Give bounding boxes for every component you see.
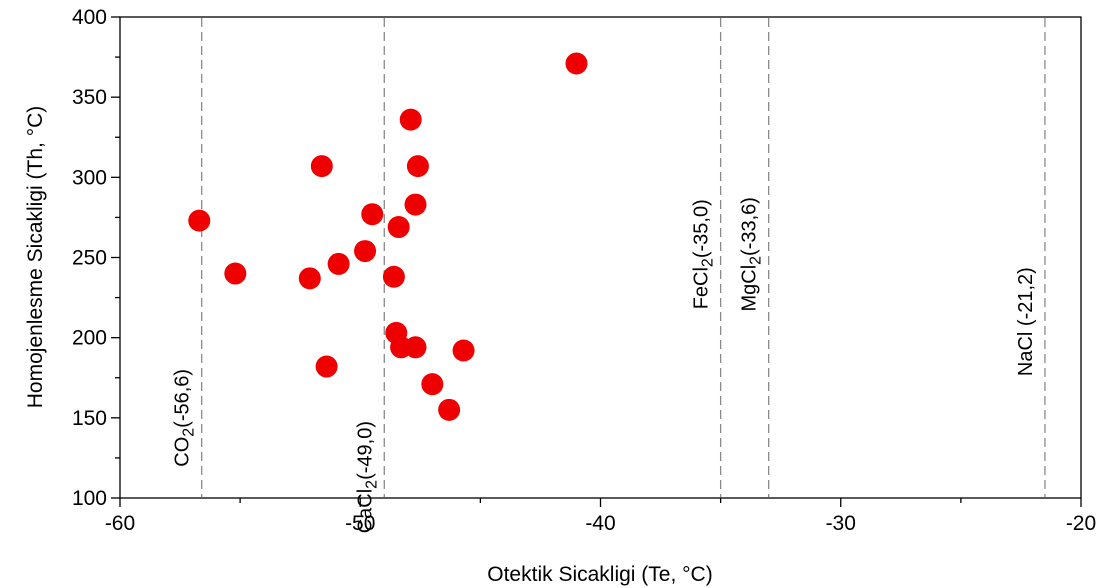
x-tick-label: -30 [826, 512, 856, 535]
reference-label-value: (-35,0) [691, 199, 713, 258]
data-point [310, 155, 333, 178]
x-tick-label: -20 [1066, 512, 1096, 535]
reference-label-main: NaCl (-21,2) [1015, 267, 1037, 376]
y-tick-label: 300 [72, 166, 107, 189]
reference-label-value: (-33,6) [739, 197, 761, 256]
data-point [565, 52, 588, 75]
x-axis: -60 -50 -40 -30 -20 [105, 498, 1096, 535]
x-tick-label: -60 [105, 512, 135, 535]
reference-lines [201, 18, 1046, 497]
y-axis-title: Homojenlesme Sicakligi (Th, °C) [24, 106, 47, 408]
data-point [382, 265, 405, 288]
reference-line-label: CO2(-56,6) [172, 369, 198, 467]
data-points [188, 52, 588, 421]
data-point [315, 355, 338, 378]
x-axis-title: Otektik Sicakligi (Te, °C) [487, 563, 712, 586]
data-point [404, 193, 427, 216]
reference-label-value: (-49,0) [354, 421, 376, 480]
y-tick-label: 150 [72, 407, 107, 430]
reference-label-main: MgCl [739, 265, 761, 312]
plot-frame [119, 16, 1082, 499]
reference-label-subscript: 2 [181, 428, 198, 437]
reference-label-value: (-56,6) [172, 369, 194, 428]
data-point [404, 336, 427, 359]
y-tick-label: 200 [72, 327, 107, 350]
reference-label-main: FeCl [691, 267, 713, 309]
reference-line-label: FeCl2(-35,0) [691, 199, 717, 309]
data-point [438, 398, 461, 421]
data-point [354, 240, 377, 263]
reference-label-main: CO [172, 437, 194, 467]
reference-line-label: MgCl2(-33,6) [739, 197, 765, 311]
x-tick-label: -50 [345, 512, 375, 535]
y-tick-label: 400 [72, 6, 107, 29]
data-point [327, 252, 350, 275]
y-tick-label: 100 [72, 487, 107, 510]
reference-labels: CO2(-56,6)CaCl2(-49,0)FeCl2(-35,0)MgCl2(… [172, 197, 1037, 533]
reference-label-main: CaCl [354, 489, 376, 533]
reference-label-subscript: 2 [748, 256, 765, 265]
data-point [298, 267, 321, 290]
reference-line-label: NaCl (-21,2) [1015, 267, 1037, 376]
data-point [452, 339, 475, 362]
data-point [188, 209, 211, 232]
x-tick-label: -40 [585, 512, 615, 535]
reference-label-subscript: 2 [363, 480, 380, 489]
data-point [421, 373, 444, 396]
data-point [387, 216, 410, 239]
y-axis: 100 150 200 250 300 350 400 [72, 6, 120, 510]
y-tick-label: 350 [72, 86, 107, 109]
data-point [361, 203, 384, 226]
data-point [224, 262, 247, 285]
data-point [399, 108, 422, 131]
y-tick-label: 250 [72, 247, 107, 270]
reference-label-subscript: 2 [700, 258, 717, 267]
reference-line-label: CaCl2(-49,0) [354, 421, 380, 533]
data-point [406, 155, 429, 178]
